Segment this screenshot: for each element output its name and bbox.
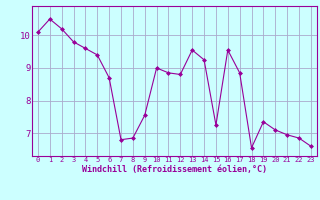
X-axis label: Windchill (Refroidissement éolien,°C): Windchill (Refroidissement éolien,°C)	[82, 165, 267, 174]
